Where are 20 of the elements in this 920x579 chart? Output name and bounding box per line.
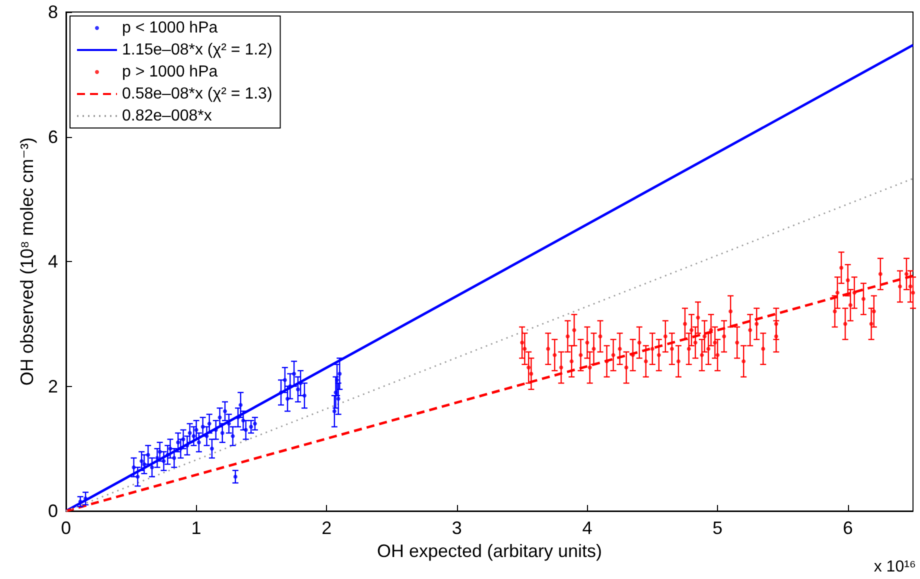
- legend-label: 0.58e–08*x (χ² = 1.3): [122, 86, 272, 102]
- x-tick-label: 0: [60, 518, 72, 538]
- y-axis-title: OH observed (10⁸ molec cm⁻³): [17, 137, 37, 386]
- y-tick-label: 6: [48, 126, 58, 147]
- x-tick-label: 1: [191, 518, 202, 538]
- x-tick-label: 5: [712, 518, 723, 538]
- x-axis-title: OH expected (arbitary units): [376, 540, 602, 561]
- y-tick-label: 0: [48, 501, 58, 521]
- x-tick-label: 3: [452, 518, 462, 538]
- legend-label: p > 1000 hPa: [122, 64, 218, 80]
- x-tick-label: 2: [322, 518, 332, 538]
- legend-label: p < 1000 hPa: [122, 20, 218, 36]
- x-tick-label: 6: [842, 518, 853, 538]
- y-tick-label: 2: [48, 376, 58, 396]
- y-tick-label: 8: [48, 2, 58, 22]
- legend-label: 1.15e–08*x (χ² = 1.2): [122, 42, 272, 58]
- x-tick-label: 4: [582, 518, 592, 538]
- y-tick-label: 4: [48, 252, 58, 272]
- text: x 10¹⁶: [874, 558, 916, 576]
- legend-label: 0.82e–008*x: [122, 108, 212, 124]
